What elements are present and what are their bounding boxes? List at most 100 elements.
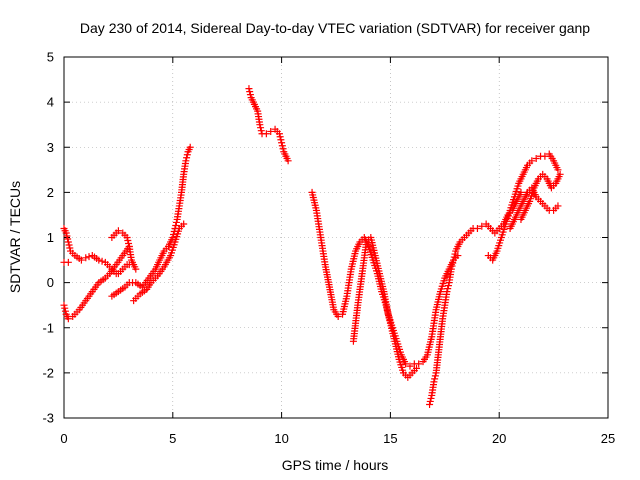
x-tick-label: 10 — [274, 431, 288, 446]
data-point — [65, 241, 73, 249]
y-tick-label: 1 — [47, 230, 54, 245]
y-tick-label: 2 — [47, 185, 54, 200]
data-point — [528, 157, 536, 165]
x-tick-label: 25 — [601, 431, 615, 446]
data-point — [430, 378, 438, 386]
series-arc-9 — [349, 234, 462, 370]
data-point — [275, 130, 283, 138]
x-tick-label: 5 — [169, 431, 176, 446]
y-tick-label: 5 — [47, 50, 54, 65]
series-arc-11 — [484, 150, 562, 264]
data-point — [448, 262, 456, 270]
data-point — [554, 202, 562, 210]
y-axis-label: SDTVAR / TECUs — [7, 181, 23, 293]
data-point — [257, 127, 265, 135]
y-tick-label: -1 — [42, 320, 54, 335]
data-point — [431, 372, 439, 380]
data-point — [64, 315, 72, 323]
series-arc-7 — [245, 85, 292, 165]
y-tick-label: 4 — [47, 95, 54, 110]
grid — [64, 57, 608, 418]
data-point — [63, 232, 71, 240]
data-point — [277, 136, 285, 144]
data-point — [123, 234, 131, 241]
data-point — [246, 91, 254, 99]
data-point — [554, 166, 562, 174]
data-point — [61, 307, 69, 315]
data-point — [413, 364, 421, 372]
x-tick-label: 15 — [383, 431, 397, 446]
data-point — [172, 218, 180, 226]
data-point — [256, 121, 264, 129]
data-point — [267, 127, 275, 135]
data-point — [478, 222, 486, 230]
y-tick-label: 3 — [47, 140, 54, 155]
data-point — [60, 301, 68, 309]
data-point — [82, 254, 90, 262]
data-point — [77, 256, 85, 264]
data-point — [124, 237, 132, 245]
series-arc-6 — [130, 220, 188, 305]
x-tick-label: 0 — [60, 431, 67, 446]
data-point — [426, 400, 434, 408]
data-point — [449, 259, 457, 267]
data-point — [427, 394, 435, 402]
data-point — [245, 85, 253, 93]
series-arc-2 — [60, 243, 133, 323]
data-point — [473, 224, 481, 232]
data-point — [279, 145, 287, 153]
data-point — [246, 88, 254, 96]
data-point — [257, 124, 265, 132]
data-point — [532, 155, 540, 163]
data-point — [450, 253, 458, 261]
data-point — [334, 312, 342, 320]
data-point — [180, 220, 188, 228]
data-point — [98, 257, 106, 265]
data-point — [451, 250, 459, 258]
data-point — [186, 143, 194, 151]
data-point — [62, 229, 70, 237]
x-tick-label: 20 — [492, 431, 506, 446]
data-point — [183, 154, 191, 162]
data-point — [556, 170, 564, 178]
data-point — [64, 238, 72, 246]
data-point — [443, 288, 451, 296]
data-point — [517, 188, 525, 196]
data-point — [182, 157, 190, 165]
series-arc-3 — [60, 258, 72, 266]
series-arc-13 — [517, 170, 564, 223]
data-point — [431, 375, 439, 383]
y-tick-label: -2 — [42, 365, 54, 380]
y-tick-label: 0 — [47, 275, 54, 290]
data-point — [284, 157, 292, 165]
data-point — [262, 130, 270, 138]
chart-title: Day 230 of 2014, Sidereal Day-to-day VTE… — [80, 20, 590, 36]
data-point — [172, 221, 180, 229]
series-arc-4 — [108, 227, 140, 273]
y-tick-label: -3 — [42, 411, 54, 426]
data-point — [444, 282, 452, 290]
data-point — [64, 258, 72, 266]
data-point — [406, 362, 414, 370]
data-point — [183, 151, 191, 159]
data-point — [415, 360, 423, 368]
data-point — [447, 265, 455, 273]
data-point — [61, 304, 69, 312]
data-point — [278, 142, 286, 150]
data-point — [402, 360, 410, 368]
data-point — [114, 227, 122, 235]
data-point — [125, 240, 133, 248]
data-point — [66, 244, 74, 252]
series-arc-1 — [60, 224, 133, 278]
series-arc-12 — [506, 184, 562, 232]
series-arc-5 — [108, 143, 194, 300]
data-point — [444, 285, 452, 293]
data-point — [95, 256, 103, 264]
data-point — [426, 397, 434, 405]
data-marks — [60, 85, 564, 408]
x-axis-label: GPS time / hours — [282, 457, 389, 473]
data-point — [450, 256, 458, 264]
axis-ticks: 0 5 10 15 20 25 -3 -2 -1 0 1 2 3 4 5 — [42, 50, 615, 447]
data-point — [276, 133, 284, 141]
